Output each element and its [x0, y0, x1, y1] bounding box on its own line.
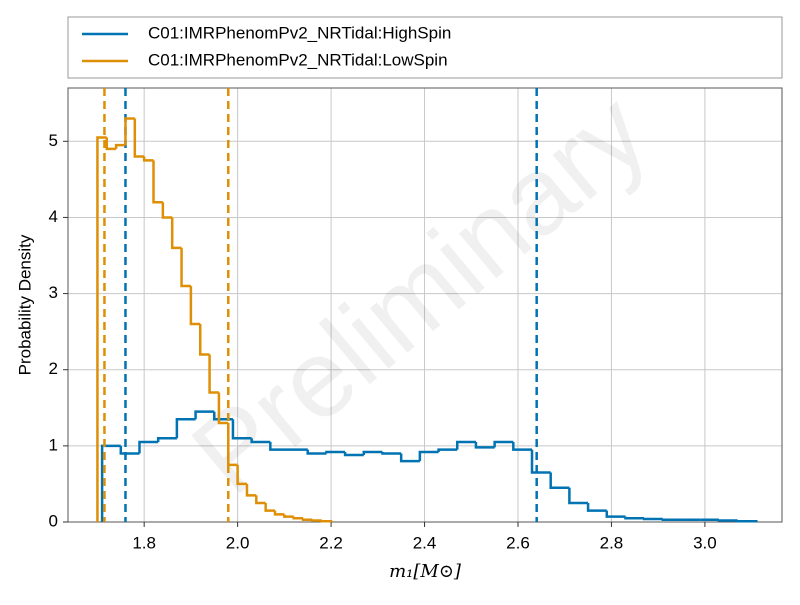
histogram-step — [605, 510, 626, 518]
x-tick-label: 2.8 — [600, 533, 624, 552]
y-tick-label: 4 — [49, 207, 58, 226]
histogram-step — [325, 450, 346, 454]
histogram-step — [227, 423, 238, 467]
histogram-step — [170, 217, 182, 250]
histogram-step — [568, 487, 589, 505]
histogram-step — [189, 285, 201, 326]
histogram-step — [119, 445, 140, 455]
histogram-step — [642, 517, 663, 521]
histogram-step — [283, 514, 294, 518]
histogram-step — [437, 448, 458, 452]
histogram-step — [96, 136, 107, 522]
histogram-step — [586, 502, 607, 512]
histogram-step — [236, 464, 247, 486]
histogram-step — [161, 202, 173, 219]
histogram-step — [175, 417, 196, 439]
histogram-step — [306, 449, 327, 455]
histogram-step — [105, 137, 117, 151]
histogram-step — [152, 160, 163, 204]
histogram-step — [269, 442, 290, 451]
histogram-step — [194, 410, 215, 420]
histogram-step — [292, 516, 304, 520]
histogram-step — [264, 502, 276, 512]
histogram-step — [250, 438, 271, 444]
histogram-step — [474, 442, 495, 449]
x-axis-label: m₁[M⊙] — [389, 561, 462, 582]
x-tick-label: 2.6 — [506, 533, 530, 552]
histogram-step — [320, 519, 333, 523]
y-tick-label: 0 — [49, 511, 58, 530]
legend-label: C01:IMRPhenomPv2_NRTidal:HighSpin — [148, 23, 451, 42]
histogram-step — [455, 440, 476, 450]
histogram-step — [198, 324, 210, 356]
histogram-step — [381, 451, 402, 455]
histogram-step — [736, 519, 758, 523]
histogram-step — [717, 519, 738, 522]
histogram-step — [138, 440, 159, 454]
x-tick-label: 2.2 — [319, 533, 343, 552]
histogram-step — [133, 118, 145, 158]
x-tick-label: 2.4 — [413, 533, 437, 552]
histogram-step — [217, 392, 229, 425]
histogram-step — [213, 411, 233, 421]
histogram-step — [180, 247, 191, 288]
y-tick-label: 1 — [49, 435, 58, 454]
histogram-step — [142, 156, 154, 162]
y-tick-label: 2 — [49, 359, 58, 378]
histogram-step — [512, 442, 533, 451]
histogram-step — [245, 483, 257, 497]
x-tick-label: 1.8 — [132, 533, 156, 552]
histogram-step — [231, 419, 252, 440]
histogram-step — [114, 143, 126, 149]
histogram-step — [100, 444, 121, 522]
legend-label: C01:IMRPhenomPv2_NRTidal:LowSpin — [148, 50, 448, 69]
histogram-step — [255, 495, 266, 505]
histogram-step — [343, 451, 364, 457]
y-tick-label: 5 — [49, 131, 58, 150]
histogram-step — [301, 518, 313, 521]
histogram-step — [399, 453, 420, 463]
y-axis-label: Probability Density — [15, 234, 34, 375]
histogram-step — [549, 472, 570, 489]
legend — [67, 16, 783, 79]
histogram-step — [362, 450, 383, 455]
histogram-step — [208, 354, 219, 394]
histogram-step — [156, 436, 177, 443]
histogram-step — [493, 440, 514, 448]
y-tick-label: 3 — [49, 283, 58, 302]
histogram-step — [311, 519, 322, 522]
histogram-step — [624, 516, 645, 520]
histogram-step — [273, 510, 285, 516]
x-tick-label: 3.0 — [693, 533, 717, 552]
histogram-step — [418, 450, 439, 462]
histogram-step — [124, 117, 135, 146]
x-tick-label: 2.0 — [226, 533, 250, 552]
histogram-step — [530, 449, 551, 474]
histogram-step — [661, 518, 682, 521]
